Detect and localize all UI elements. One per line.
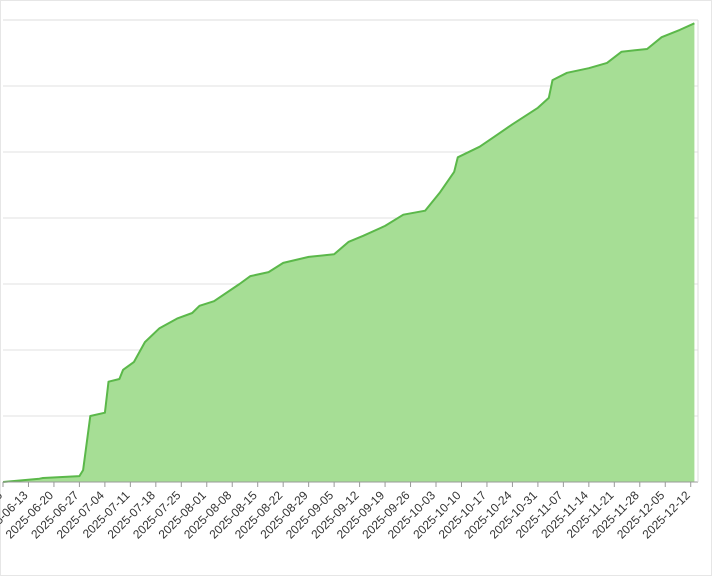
line — [2, 22, 695, 483]
area — [3, 23, 695, 483]
